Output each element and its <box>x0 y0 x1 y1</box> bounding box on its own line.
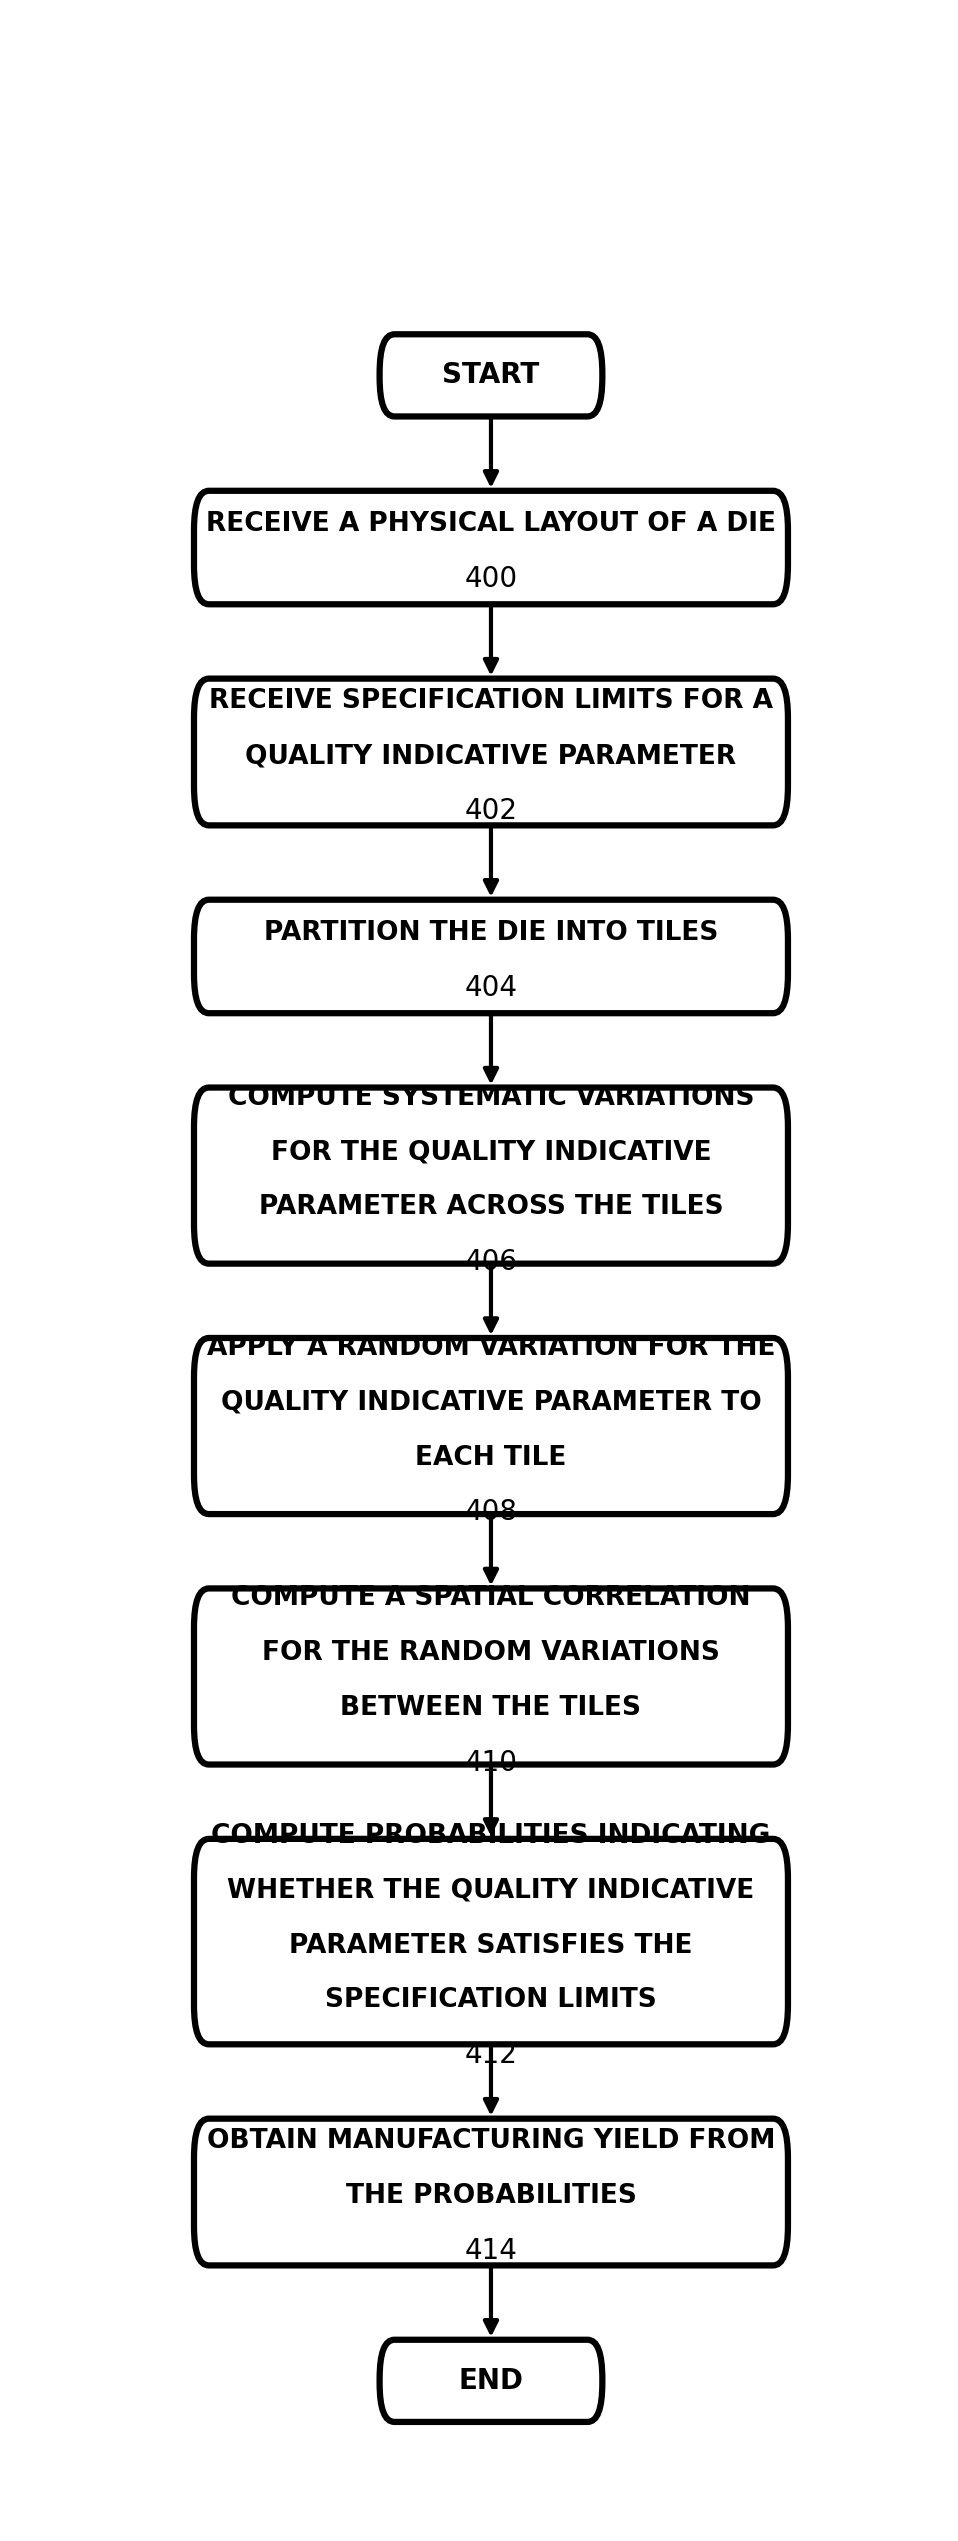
FancyBboxPatch shape <box>194 1339 787 1514</box>
FancyBboxPatch shape <box>194 1088 787 1263</box>
Text: COMPUTE SYSTEMATIC VARIATIONS: COMPUTE SYSTEMATIC VARIATIONS <box>228 1085 754 1110</box>
Text: FOR THE RANDOM VARIATIONS: FOR THE RANDOM VARIATIONS <box>262 1639 719 1667</box>
Text: RECEIVE A PHYSICAL LAYOUT OF A DIE: RECEIVE A PHYSICAL LAYOUT OF A DIE <box>206 511 776 536</box>
Text: 412: 412 <box>465 2040 517 2068</box>
Text: QUALITY INDICATIVE PARAMETER TO: QUALITY INDICATIVE PARAMETER TO <box>220 1390 762 1415</box>
Text: PARAMETER ACROSS THE TILES: PARAMETER ACROSS THE TILES <box>259 1194 723 1220</box>
Text: SPECIFICATION LIMITS: SPECIFICATION LIMITS <box>325 1987 657 2012</box>
Text: 400: 400 <box>465 564 517 592</box>
Text: 408: 408 <box>465 1499 517 1527</box>
Text: COMPUTE PROBABILITIES INDICATING: COMPUTE PROBABILITIES INDICATING <box>212 1822 770 1850</box>
Text: COMPUTE A SPATIAL CORRELATION: COMPUTE A SPATIAL CORRELATION <box>231 1586 751 1611</box>
FancyBboxPatch shape <box>194 2119 787 2267</box>
Text: OBTAIN MANUFACTURING YIELD FROM: OBTAIN MANUFACTURING YIELD FROM <box>207 2129 775 2155</box>
Text: EACH TILE: EACH TILE <box>415 1443 567 1471</box>
Text: QUALITY INDICATIVE PARAMETER: QUALITY INDICATIVE PARAMETER <box>245 742 737 770</box>
Text: BETWEEN THE TILES: BETWEEN THE TILES <box>340 1695 642 1720</box>
Text: START: START <box>443 361 539 389</box>
Text: 414: 414 <box>465 2236 517 2264</box>
Text: 402: 402 <box>465 798 517 826</box>
FancyBboxPatch shape <box>194 1840 787 2046</box>
Text: 404: 404 <box>465 973 517 1001</box>
FancyBboxPatch shape <box>194 900 787 1014</box>
Text: RECEIVE SPECIFICATION LIMITS FOR A: RECEIVE SPECIFICATION LIMITS FOR A <box>209 689 773 714</box>
Text: PARAMETER SATISFIES THE: PARAMETER SATISFIES THE <box>289 1934 693 1959</box>
Text: 410: 410 <box>465 1748 517 1776</box>
FancyBboxPatch shape <box>194 678 787 826</box>
Text: THE PROBABILITIES: THE PROBABILITIES <box>346 2183 636 2208</box>
FancyBboxPatch shape <box>194 1588 787 1763</box>
Text: FOR THE QUALITY INDICATIVE: FOR THE QUALITY INDICATIVE <box>271 1138 711 1166</box>
FancyBboxPatch shape <box>379 335 603 417</box>
Text: APPLY A RANDOM VARIATION FOR THE: APPLY A RANDOM VARIATION FOR THE <box>207 1334 775 1362</box>
Text: 406: 406 <box>465 1248 517 1276</box>
FancyBboxPatch shape <box>379 2340 603 2422</box>
FancyBboxPatch shape <box>194 490 787 605</box>
Text: END: END <box>459 2366 523 2394</box>
Text: WHETHER THE QUALITY INDICATIVE: WHETHER THE QUALITY INDICATIVE <box>227 1878 755 1903</box>
Text: PARTITION THE DIE INTO TILES: PARTITION THE DIE INTO TILES <box>263 920 718 945</box>
